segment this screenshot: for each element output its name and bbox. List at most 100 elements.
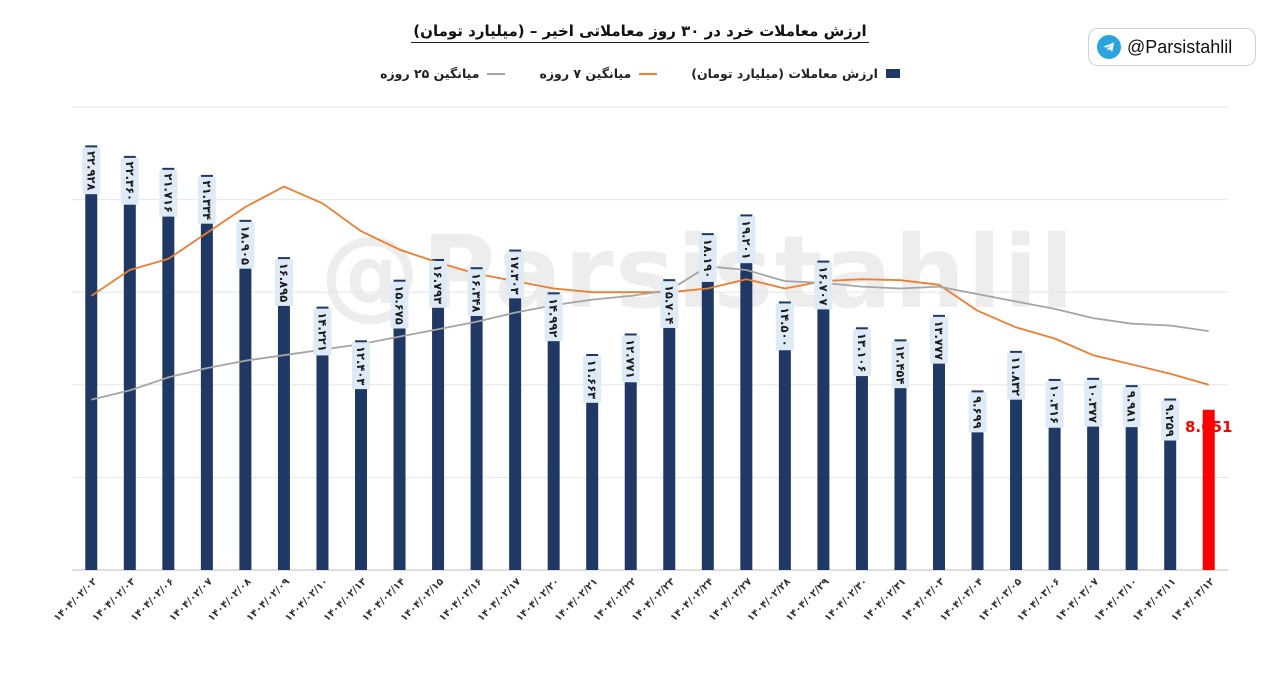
data-label-bg xyxy=(737,216,756,264)
legend-label: ارزش معاملات (میلیارد تومان) xyxy=(691,66,878,81)
bar xyxy=(316,306,329,570)
bar xyxy=(971,390,984,570)
bar xyxy=(239,219,252,570)
bar xyxy=(1125,385,1138,570)
ma25-line xyxy=(91,265,1209,401)
data-label-bg xyxy=(1161,400,1180,441)
bar xyxy=(855,327,868,570)
data-label-bg xyxy=(1084,379,1103,427)
data-label: ۱۶.۸۹۵ xyxy=(277,263,291,302)
data-label-bg xyxy=(1045,380,1064,428)
bar xyxy=(162,167,175,570)
data-label-bg xyxy=(313,308,332,356)
telegram-icon xyxy=(1097,35,1121,59)
legend: ارزش معاملات (میلیارد تومان) میانگین ۷ ر… xyxy=(0,66,1280,81)
data-label: 8.651 xyxy=(1185,418,1232,436)
data-label: ۱۸.۹۰۵ xyxy=(238,226,252,265)
data-label: ۱۹.۲۰۱ xyxy=(739,220,753,259)
data-label-bg xyxy=(1122,387,1141,428)
data-label: ۱۵.۶۷۵ xyxy=(393,285,407,324)
channel-handle: @Parsistahlil xyxy=(1127,36,1233,57)
bar xyxy=(663,279,676,570)
data-label: ۲۲.۳۶۰ xyxy=(123,162,137,201)
data-label-bg xyxy=(930,316,948,364)
data-label-bg xyxy=(583,356,602,403)
data-label: ۱۸.۱۹۰ xyxy=(701,239,715,278)
data-label-bg xyxy=(429,260,448,308)
data-label: ۹.۲۵۹ xyxy=(1163,404,1177,436)
data-label-bg xyxy=(82,147,101,195)
bar xyxy=(355,340,367,570)
bar xyxy=(624,333,637,570)
legend-item-value: ارزش معاملات (میلیارد تومان) xyxy=(691,66,900,81)
bar xyxy=(701,233,714,570)
bar xyxy=(85,145,98,570)
data-label: ۱۴.۹۹۲ xyxy=(547,298,561,337)
data-label: ۲۲.۹۲۸ xyxy=(84,151,98,190)
data-label: ۹.۶۹۹ xyxy=(971,396,985,428)
bar xyxy=(277,257,290,570)
chart-title: ارزش معاملات خرد در ۳۰ روز معاملاتی اخیر… xyxy=(0,22,1280,43)
ma7-line xyxy=(90,185,1209,386)
legend-item-ma25: میانگین ۲۵ روزه xyxy=(380,66,506,81)
data-label: ۱۲.۷۷۱ xyxy=(624,339,638,378)
data-label-bg xyxy=(236,221,255,269)
bar xyxy=(200,174,213,570)
data-label-bg xyxy=(968,392,987,433)
bar xyxy=(778,301,791,570)
data-label: ۱۵.۷۰۴ xyxy=(662,285,676,324)
legend-swatch-bar xyxy=(885,69,900,78)
data-label: ۱۳.۷۷۷ xyxy=(932,321,946,360)
data-label: ۱۲.۴۰۳ xyxy=(354,346,368,385)
data-label-bg xyxy=(814,262,833,310)
bar xyxy=(509,249,522,570)
data-label: ۱۲.۴۵۴ xyxy=(893,345,907,384)
data-label: ۲۱.۳۳۴ xyxy=(200,181,214,220)
bar xyxy=(1010,350,1023,570)
data-label-bg xyxy=(390,281,409,329)
bar xyxy=(470,267,483,570)
data-label-bg xyxy=(544,294,563,342)
data-label-bg xyxy=(197,176,216,224)
data-label-bg xyxy=(660,281,679,328)
legend-label: میانگین ۷ روزه xyxy=(539,66,632,81)
legend-swatch-ma25 xyxy=(487,72,506,75)
bar xyxy=(740,214,753,571)
bar xyxy=(817,260,830,570)
data-label: ۱۰.۳۷۷ xyxy=(1086,383,1100,422)
data-label-bg xyxy=(274,259,293,306)
data-label-bg xyxy=(621,335,640,383)
data-label: ۱۷.۳۰۳ xyxy=(508,255,522,294)
data-label: ۱۶.۷۰۷ xyxy=(816,266,830,305)
legend-swatch-ma7 xyxy=(639,72,658,75)
data-label-bg xyxy=(352,342,370,390)
legend-item-ma7: میانگین ۷ روزه xyxy=(539,66,658,81)
data-label-bg xyxy=(852,329,871,377)
bar xyxy=(1202,409,1215,570)
data-label-bg xyxy=(1007,352,1026,400)
data-label: ۱۳.۱۰۶ xyxy=(855,333,869,372)
channel-badge: @Parsistahlil xyxy=(1088,28,1256,66)
data-label: ۱۴.۵۰۰ xyxy=(778,307,792,346)
data-label: ۲۱.۷۱۶ xyxy=(161,173,175,212)
data-label: ۱۰.۳۱۶ xyxy=(1048,385,1062,424)
data-label-bg xyxy=(891,341,910,389)
bar xyxy=(432,258,445,570)
data-label-bg xyxy=(159,169,178,217)
data-label-bg xyxy=(698,235,717,282)
bar xyxy=(894,339,907,570)
data-label: ۱۱.۸۳۲ xyxy=(1009,357,1023,396)
legend-label: میانگین ۲۵ روزه xyxy=(380,66,480,81)
data-label-bg xyxy=(775,303,794,351)
bar xyxy=(933,314,945,570)
bar xyxy=(393,279,406,570)
bar xyxy=(586,354,599,570)
bar xyxy=(123,155,136,570)
data-label-bg xyxy=(467,269,486,317)
data-label: ۱۶.۳۴۸ xyxy=(470,273,484,312)
bar xyxy=(1164,398,1177,570)
data-label-bg xyxy=(506,251,525,299)
bar xyxy=(547,292,560,570)
data-label: ۹.۹۸۱ xyxy=(1125,391,1139,423)
